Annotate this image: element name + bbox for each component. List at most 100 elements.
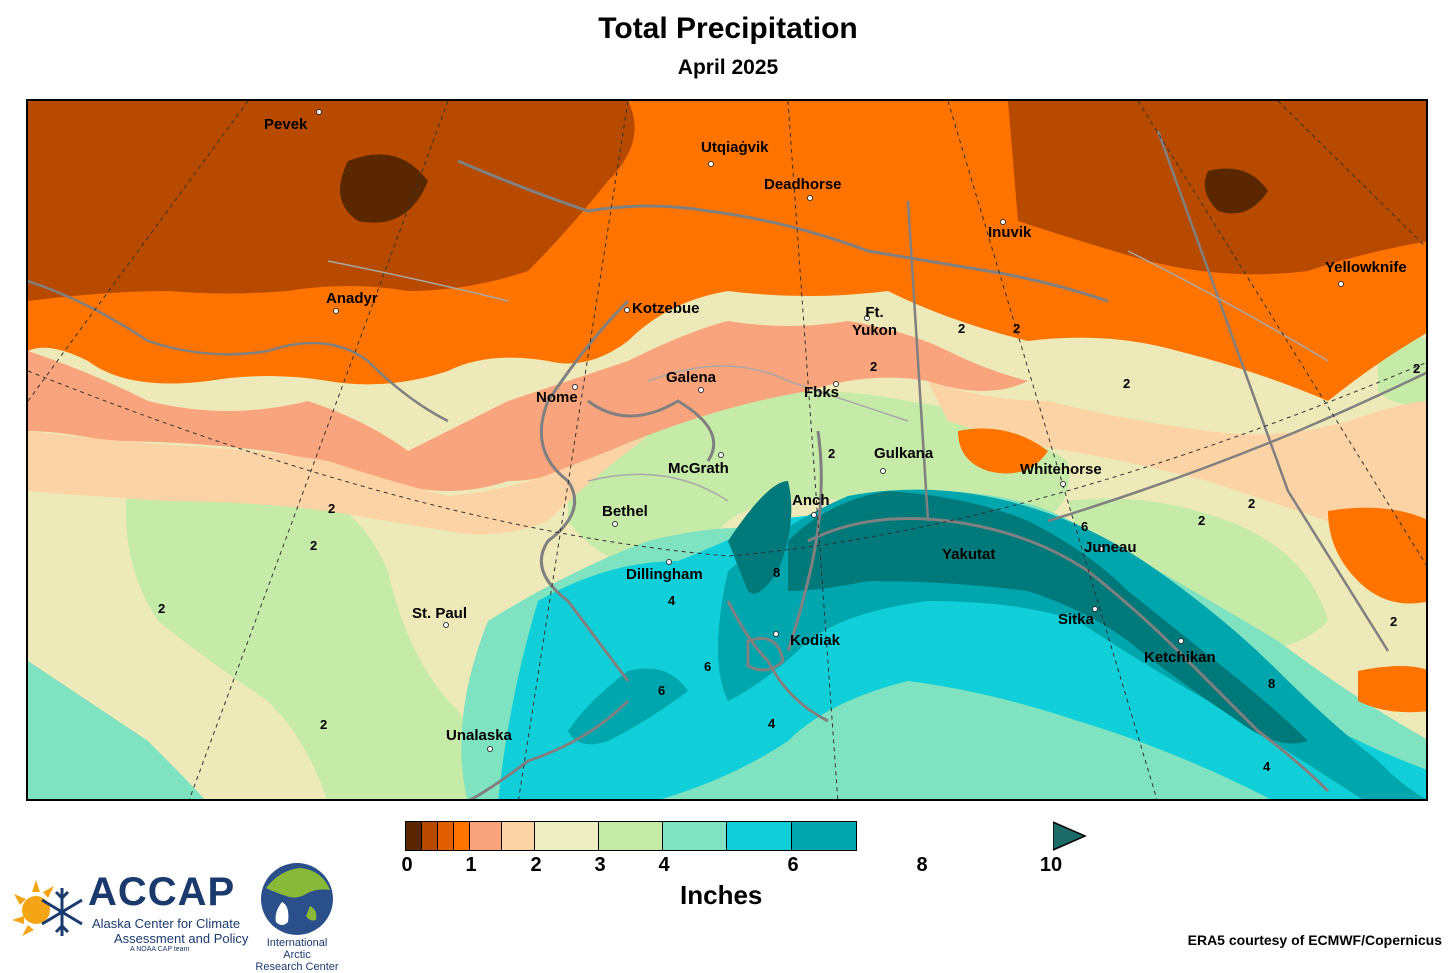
iarc-name: International Arctic Research Center bbox=[252, 937, 342, 973]
accap-line1: Alaska Center for Climate bbox=[92, 916, 241, 931]
contour-label: 2 bbox=[1123, 376, 1131, 391]
city-label-unalaska: Unalaska bbox=[446, 727, 512, 744]
accap-tagline: A NOAA CAP team bbox=[130, 946, 190, 953]
city-label-yellowknife: Yellowknife bbox=[1325, 259, 1407, 276]
iarc-logo: International Arctic Research Center bbox=[252, 862, 342, 973]
colorbar-bin bbox=[502, 822, 535, 850]
colorbar-bin bbox=[422, 822, 439, 850]
city-marker bbox=[698, 387, 704, 393]
city-label-kotzebue: Kotzebue bbox=[632, 300, 700, 317]
city-marker bbox=[1060, 481, 1066, 487]
precipitation-map: Pevek Utqiaġvik Deadhorse Inuvik Yellowk… bbox=[26, 99, 1428, 801]
city-marker bbox=[718, 452, 724, 458]
accap-line2: Assessment and Policy bbox=[114, 931, 249, 946]
accap-logo: ACCAP Alaska Center for Climate Assessme… bbox=[10, 870, 250, 960]
contour-label: 4 bbox=[668, 593, 676, 608]
city-label-juneau: Juneau bbox=[1084, 539, 1137, 556]
contour-label: 6 bbox=[1081, 519, 1089, 534]
city-label-ft-yukon: Ft. Yukon bbox=[852, 304, 898, 339]
city-label-mcgrath: McGrath bbox=[668, 460, 729, 477]
colorbar-bin bbox=[727, 822, 792, 850]
city-label-bethel: Bethel bbox=[602, 503, 648, 520]
colorbar bbox=[405, 821, 857, 851]
contour-label: 8 bbox=[1268, 676, 1276, 691]
colorbar-bin bbox=[534, 822, 599, 850]
city-label-nome: Nome bbox=[536, 389, 578, 406]
colorbar-units: Inches bbox=[680, 880, 763, 910]
city-label-st-paul: St. Paul bbox=[412, 605, 468, 622]
city-label-anch: Anch bbox=[792, 492, 830, 509]
contour-label: 2 bbox=[1198, 513, 1206, 528]
contour-label: 2 bbox=[1413, 361, 1421, 376]
city-label-ketchikan: Ketchikan bbox=[1144, 649, 1216, 666]
city-marker bbox=[1338, 281, 1344, 287]
city-label-inuvik: Inuvik bbox=[988, 224, 1032, 241]
map-field bbox=[28, 101, 1426, 799]
map-subtitle: April 2025 bbox=[677, 56, 779, 79]
contour-label: 2 bbox=[958, 321, 966, 336]
globe-icon bbox=[261, 863, 333, 935]
city-label-utqiagvik: Utqiaġvik bbox=[701, 139, 769, 156]
contour-label: 6 bbox=[658, 683, 666, 698]
city-marker bbox=[773, 631, 779, 637]
city-label-fbks: Fbks bbox=[804, 384, 840, 401]
contour-label: 2 bbox=[1248, 496, 1256, 511]
city-marker bbox=[487, 746, 493, 752]
contour-label: 2 bbox=[828, 446, 836, 461]
city-marker bbox=[666, 559, 672, 565]
city-marker bbox=[624, 307, 630, 313]
colorbar-tick: 0 bbox=[401, 854, 413, 876]
city-marker bbox=[1000, 219, 1006, 225]
colorbar-bin bbox=[406, 822, 423, 850]
city-marker bbox=[1178, 638, 1184, 644]
contour-label: 2 bbox=[1390, 614, 1398, 629]
contour-label: 4 bbox=[1263, 759, 1271, 774]
colorbar-bin bbox=[663, 822, 728, 850]
city-label-pevek: Pevek bbox=[264, 116, 308, 133]
contour-label: 6 bbox=[704, 659, 712, 674]
iarc-line1: International Arctic bbox=[266, 937, 328, 961]
contour-label: 2 bbox=[328, 501, 336, 516]
colorbar-tick: 10 bbox=[1039, 854, 1063, 876]
colorbar-bin bbox=[438, 822, 455, 850]
colorbar-tick: 8 bbox=[916, 854, 928, 876]
city-label-whitehorse: Whitehorse bbox=[1020, 461, 1102, 478]
city-marker bbox=[833, 381, 839, 387]
contour-label: 8 bbox=[773, 565, 781, 580]
data-credit: ERA5 courtesy of ECMWF/Copernicus bbox=[1187, 932, 1442, 948]
city-marker bbox=[316, 109, 322, 115]
city-marker bbox=[612, 521, 618, 527]
colorbar-tick: 4 bbox=[658, 854, 670, 876]
contour-label: 2 bbox=[310, 538, 318, 553]
colorbar-bin bbox=[598, 822, 663, 850]
colorbar-tick: 2 bbox=[530, 854, 542, 876]
city-marker bbox=[1098, 546, 1104, 552]
colorbar-overflow-arrow bbox=[1053, 821, 1087, 851]
colorbar-tick: 6 bbox=[787, 854, 799, 876]
city-label-deadhorse: Deadhorse bbox=[764, 176, 842, 193]
contour-label: 4 bbox=[768, 716, 776, 731]
city-label-gulkana: Gulkana bbox=[874, 445, 934, 462]
colorbar-bin bbox=[454, 822, 471, 850]
contour-label: 2 bbox=[320, 717, 328, 732]
accap-fullname: Alaska Center for Climate Assessment and… bbox=[92, 916, 248, 946]
city-marker bbox=[864, 315, 870, 321]
city-label-anadyr: Anadyr bbox=[326, 290, 378, 307]
city-marker bbox=[443, 622, 449, 628]
colorbar-bin bbox=[470, 822, 503, 850]
contour-label: 2 bbox=[158, 601, 166, 616]
city-marker bbox=[333, 308, 339, 314]
accap-wordmark: ACCAP bbox=[88, 870, 236, 914]
map-title: Total Precipitation bbox=[598, 12, 858, 45]
colorbar-tick: 1 bbox=[465, 854, 477, 876]
city-marker bbox=[572, 384, 578, 390]
city-marker bbox=[708, 161, 714, 167]
iarc-line2: Research Center bbox=[255, 961, 339, 973]
city-marker bbox=[880, 468, 886, 474]
city-label-galena: Galena bbox=[666, 369, 717, 386]
city-marker bbox=[1092, 606, 1098, 612]
city-label-yakutat: Yakutat bbox=[942, 546, 996, 563]
sun-snowflake-icon bbox=[12, 880, 83, 936]
city-label-kodiak: Kodiak bbox=[790, 632, 841, 649]
city-marker bbox=[811, 512, 817, 518]
